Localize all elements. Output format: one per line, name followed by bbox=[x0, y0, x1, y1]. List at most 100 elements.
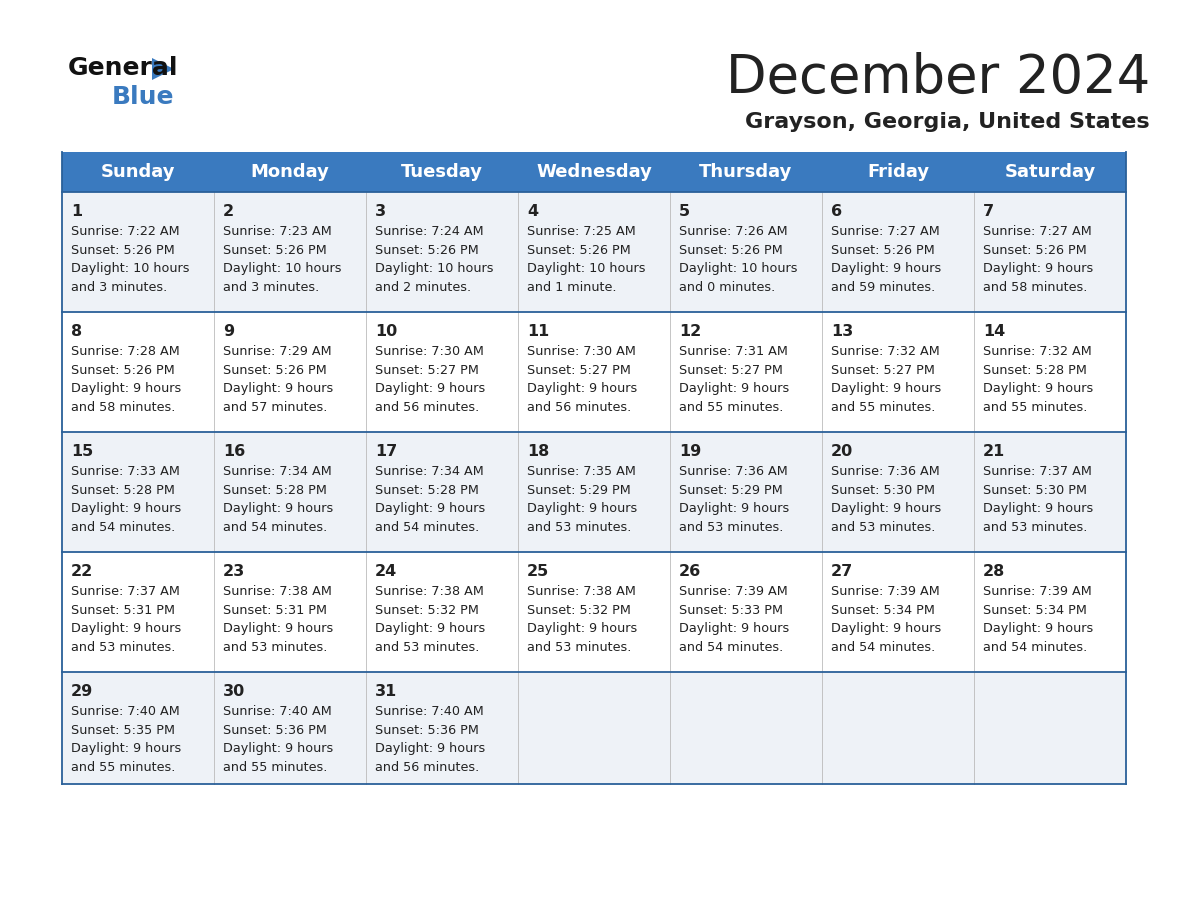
Text: Sunrise: 7:27 AM: Sunrise: 7:27 AM bbox=[982, 225, 1092, 238]
Text: Sunset: 5:26 PM: Sunset: 5:26 PM bbox=[830, 243, 935, 256]
Text: Sunrise: 7:33 AM: Sunrise: 7:33 AM bbox=[71, 465, 179, 478]
Text: Sunset: 5:31 PM: Sunset: 5:31 PM bbox=[223, 603, 327, 617]
Text: 16: 16 bbox=[223, 444, 245, 459]
Text: and 2 minutes.: and 2 minutes. bbox=[375, 281, 472, 294]
Text: Sunset: 5:34 PM: Sunset: 5:34 PM bbox=[830, 603, 935, 617]
Text: Sunset: 5:29 PM: Sunset: 5:29 PM bbox=[527, 484, 631, 497]
Text: Daylight: 9 hours: Daylight: 9 hours bbox=[680, 622, 789, 635]
Text: and 1 minute.: and 1 minute. bbox=[527, 281, 617, 294]
Text: Sunrise: 7:28 AM: Sunrise: 7:28 AM bbox=[71, 345, 179, 358]
Text: Sunset: 5:28 PM: Sunset: 5:28 PM bbox=[982, 364, 1087, 376]
Text: Sunrise: 7:25 AM: Sunrise: 7:25 AM bbox=[527, 225, 636, 238]
Text: and 53 minutes.: and 53 minutes. bbox=[527, 521, 631, 533]
Text: Sunset: 5:35 PM: Sunset: 5:35 PM bbox=[71, 723, 175, 736]
Text: 13: 13 bbox=[830, 324, 853, 339]
Text: Sunrise: 7:37 AM: Sunrise: 7:37 AM bbox=[71, 585, 179, 598]
Text: Sunset: 5:28 PM: Sunset: 5:28 PM bbox=[223, 484, 327, 497]
Text: 26: 26 bbox=[680, 564, 701, 579]
Text: Sunrise: 7:34 AM: Sunrise: 7:34 AM bbox=[223, 465, 331, 478]
Text: 27: 27 bbox=[830, 564, 853, 579]
Text: 22: 22 bbox=[71, 564, 93, 579]
Text: Daylight: 9 hours: Daylight: 9 hours bbox=[527, 502, 637, 515]
Text: 24: 24 bbox=[375, 564, 397, 579]
Text: Sunset: 5:28 PM: Sunset: 5:28 PM bbox=[375, 484, 479, 497]
Text: and 54 minutes.: and 54 minutes. bbox=[223, 521, 327, 533]
Text: Daylight: 9 hours: Daylight: 9 hours bbox=[375, 622, 485, 635]
Text: Sunrise: 7:30 AM: Sunrise: 7:30 AM bbox=[527, 345, 636, 358]
Text: Sunrise: 7:36 AM: Sunrise: 7:36 AM bbox=[680, 465, 788, 478]
Text: Blue: Blue bbox=[112, 85, 175, 109]
Text: Daylight: 9 hours: Daylight: 9 hours bbox=[982, 502, 1093, 515]
Text: Sunrise: 7:36 AM: Sunrise: 7:36 AM bbox=[830, 465, 940, 478]
Text: Sunrise: 7:39 AM: Sunrise: 7:39 AM bbox=[982, 585, 1092, 598]
Text: Sunset: 5:31 PM: Sunset: 5:31 PM bbox=[71, 603, 175, 617]
Text: and 53 minutes.: and 53 minutes. bbox=[527, 641, 631, 654]
Text: Daylight: 9 hours: Daylight: 9 hours bbox=[527, 622, 637, 635]
Bar bbox=[62, 312, 1126, 432]
Text: Sunrise: 7:38 AM: Sunrise: 7:38 AM bbox=[223, 585, 331, 598]
Bar bbox=[62, 192, 1126, 312]
Text: Daylight: 9 hours: Daylight: 9 hours bbox=[680, 382, 789, 395]
Text: 5: 5 bbox=[680, 204, 690, 219]
Text: Daylight: 9 hours: Daylight: 9 hours bbox=[71, 622, 182, 635]
Text: Sunset: 5:26 PM: Sunset: 5:26 PM bbox=[527, 243, 631, 256]
Text: Sunset: 5:26 PM: Sunset: 5:26 PM bbox=[223, 364, 327, 376]
Text: Grayson, Georgia, United States: Grayson, Georgia, United States bbox=[745, 112, 1150, 132]
Text: and 59 minutes.: and 59 minutes. bbox=[830, 281, 935, 294]
Text: Sunrise: 7:40 AM: Sunrise: 7:40 AM bbox=[71, 705, 179, 718]
Text: Sunrise: 7:32 AM: Sunrise: 7:32 AM bbox=[830, 345, 940, 358]
Text: Daylight: 9 hours: Daylight: 9 hours bbox=[830, 502, 941, 515]
Text: Sunrise: 7:34 AM: Sunrise: 7:34 AM bbox=[375, 465, 484, 478]
Text: Sunrise: 7:40 AM: Sunrise: 7:40 AM bbox=[375, 705, 484, 718]
Text: and 53 minutes.: and 53 minutes. bbox=[223, 641, 328, 654]
Text: 30: 30 bbox=[223, 684, 245, 699]
Text: Daylight: 9 hours: Daylight: 9 hours bbox=[982, 382, 1093, 395]
Text: Sunrise: 7:40 AM: Sunrise: 7:40 AM bbox=[223, 705, 331, 718]
Text: Sunset: 5:30 PM: Sunset: 5:30 PM bbox=[830, 484, 935, 497]
Text: Sunset: 5:36 PM: Sunset: 5:36 PM bbox=[223, 723, 327, 736]
Text: 29: 29 bbox=[71, 684, 93, 699]
Text: Daylight: 9 hours: Daylight: 9 hours bbox=[223, 502, 334, 515]
Text: 28: 28 bbox=[982, 564, 1005, 579]
Bar bbox=[62, 432, 1126, 552]
Text: Sunset: 5:30 PM: Sunset: 5:30 PM bbox=[982, 484, 1087, 497]
Text: December 2024: December 2024 bbox=[726, 52, 1150, 104]
Polygon shape bbox=[152, 58, 173, 80]
Text: and 55 minutes.: and 55 minutes. bbox=[223, 761, 328, 774]
Text: Thursday: Thursday bbox=[700, 163, 792, 181]
Text: Daylight: 9 hours: Daylight: 9 hours bbox=[71, 382, 182, 395]
Text: Friday: Friday bbox=[867, 163, 929, 181]
Text: Daylight: 9 hours: Daylight: 9 hours bbox=[71, 502, 182, 515]
Text: and 55 minutes.: and 55 minutes. bbox=[982, 401, 1087, 414]
Text: Daylight: 9 hours: Daylight: 9 hours bbox=[830, 382, 941, 395]
Text: Sunrise: 7:38 AM: Sunrise: 7:38 AM bbox=[527, 585, 636, 598]
Text: Sunrise: 7:27 AM: Sunrise: 7:27 AM bbox=[830, 225, 940, 238]
Text: 14: 14 bbox=[982, 324, 1005, 339]
Text: 6: 6 bbox=[830, 204, 842, 219]
Text: Sunrise: 7:29 AM: Sunrise: 7:29 AM bbox=[223, 345, 331, 358]
Text: and 53 minutes.: and 53 minutes. bbox=[982, 521, 1087, 533]
Text: and 53 minutes.: and 53 minutes. bbox=[375, 641, 480, 654]
Text: Sunrise: 7:38 AM: Sunrise: 7:38 AM bbox=[375, 585, 484, 598]
Text: Sunset: 5:36 PM: Sunset: 5:36 PM bbox=[375, 723, 479, 736]
Text: 23: 23 bbox=[223, 564, 245, 579]
Text: Sunset: 5:32 PM: Sunset: 5:32 PM bbox=[375, 603, 479, 617]
Text: 17: 17 bbox=[375, 444, 397, 459]
Text: and 53 minutes.: and 53 minutes. bbox=[680, 521, 783, 533]
Text: Daylight: 9 hours: Daylight: 9 hours bbox=[375, 742, 485, 756]
Text: Sunrise: 7:24 AM: Sunrise: 7:24 AM bbox=[375, 225, 484, 238]
Text: and 54 minutes.: and 54 minutes. bbox=[375, 521, 479, 533]
Text: 7: 7 bbox=[982, 204, 994, 219]
Text: and 56 minutes.: and 56 minutes. bbox=[527, 401, 631, 414]
Text: 3: 3 bbox=[375, 204, 386, 219]
Text: Sunset: 5:32 PM: Sunset: 5:32 PM bbox=[527, 603, 631, 617]
Text: Sunset: 5:29 PM: Sunset: 5:29 PM bbox=[680, 484, 783, 497]
Text: 2: 2 bbox=[223, 204, 234, 219]
Text: 18: 18 bbox=[527, 444, 549, 459]
Bar bbox=[62, 552, 1126, 672]
Text: and 54 minutes.: and 54 minutes. bbox=[680, 641, 783, 654]
Text: Sunrise: 7:32 AM: Sunrise: 7:32 AM bbox=[982, 345, 1092, 358]
Text: Sunrise: 7:22 AM: Sunrise: 7:22 AM bbox=[71, 225, 179, 238]
Text: and 58 minutes.: and 58 minutes. bbox=[71, 401, 176, 414]
Text: and 54 minutes.: and 54 minutes. bbox=[982, 641, 1087, 654]
